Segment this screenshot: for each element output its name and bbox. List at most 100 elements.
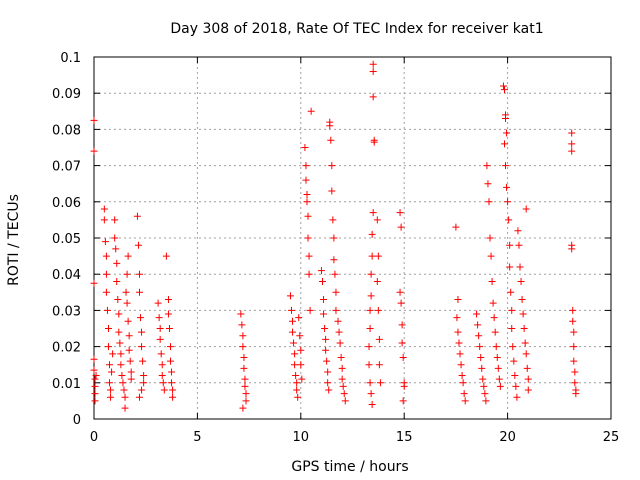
data-point-marker	[499, 82, 507, 90]
data-point-marker	[168, 368, 176, 376]
data-point-marker	[109, 350, 117, 358]
y-tick-label: 0.05	[52, 232, 81, 247]
data-point-marker	[305, 252, 313, 260]
data-point-marker	[306, 306, 314, 314]
data-point-marker	[107, 386, 115, 394]
data-point-marker	[375, 335, 383, 343]
data-point-marker	[458, 372, 466, 380]
data-point-marker	[369, 60, 377, 68]
data-point-marker	[317, 267, 325, 275]
x-tick-label: 5	[193, 430, 201, 445]
data-point-marker	[461, 397, 469, 405]
x-tick-label: 10	[293, 430, 310, 445]
data-point-marker	[322, 335, 330, 343]
data-point-marker	[241, 375, 249, 383]
data-point-marker	[569, 317, 577, 325]
data-point-marker	[511, 372, 519, 380]
data-point-marker	[127, 375, 135, 383]
data-point-marker	[396, 288, 404, 296]
data-point-marker	[367, 390, 375, 398]
data-point-marker	[324, 368, 332, 376]
data-point-marker	[322, 346, 330, 354]
data-point-marker	[331, 270, 339, 278]
data-point-marker	[241, 382, 249, 390]
data-point-marker	[91, 390, 99, 398]
data-point-marker	[517, 277, 525, 285]
data-point-marker	[118, 372, 126, 380]
data-point-marker	[237, 310, 245, 318]
data-point-marker	[124, 252, 132, 260]
data-point-marker	[294, 393, 302, 401]
data-point-marker	[338, 375, 346, 383]
data-point-marker	[320, 296, 328, 304]
data-point-marker	[140, 372, 148, 380]
data-point-marker	[113, 259, 121, 267]
data-point-marker	[366, 379, 374, 387]
data-point-marker	[519, 310, 527, 318]
data-point-marker	[295, 314, 303, 322]
data-point-marker	[524, 386, 532, 394]
data-point-marker	[112, 245, 120, 253]
data-point-marker	[242, 397, 250, 405]
data-point-marker	[569, 306, 577, 314]
data-point-marker	[503, 183, 511, 191]
data-point-marker	[242, 390, 250, 398]
data-point-marker	[366, 325, 374, 332]
data-point-marker	[340, 390, 348, 398]
data-point-marker	[123, 270, 131, 278]
data-point-marker	[297, 361, 305, 369]
data-point-marker	[91, 382, 99, 390]
data-point-marker	[568, 245, 576, 253]
data-point-marker	[366, 306, 374, 314]
data-point-marker	[474, 321, 482, 329]
data-point-marker	[106, 361, 114, 369]
y-tick-label: 0.02	[52, 341, 81, 356]
data-point-marker	[326, 122, 334, 130]
data-point-marker	[119, 379, 127, 387]
data-point-marker	[102, 288, 110, 296]
data-point-marker	[570, 328, 578, 336]
data-point-marker	[293, 386, 301, 394]
data-point-marker	[287, 306, 295, 314]
data-point-marker	[504, 198, 512, 206]
data-point-marker	[397, 223, 405, 231]
data-point-marker	[514, 227, 522, 235]
data-point-marker	[305, 270, 313, 278]
data-point-marker	[508, 306, 516, 314]
data-point-marker	[115, 310, 123, 318]
data-point-marker	[502, 162, 510, 170]
data-point-marker	[481, 390, 489, 398]
data-point-marker	[515, 241, 523, 249]
data-point-marker	[502, 115, 510, 123]
data-point-marker	[169, 393, 177, 401]
y-tick-label: 0.03	[52, 304, 81, 319]
data-point-marker	[506, 263, 514, 271]
data-point-marker	[90, 116, 98, 124]
data-point-marker	[167, 357, 175, 365]
data-point-marker	[400, 382, 408, 390]
data-point-marker	[475, 332, 483, 340]
data-point-marker	[291, 350, 299, 358]
x-axis-label: GPS time / hours	[291, 459, 408, 475]
data-point-marker	[324, 379, 332, 387]
data-point-marker	[239, 404, 247, 412]
data-point-marker	[135, 393, 143, 401]
data-point-marker	[154, 299, 162, 307]
data-point-marker	[494, 364, 502, 372]
data-point-marker	[304, 212, 312, 220]
data-point-marker	[289, 317, 297, 325]
data-point-marker	[156, 325, 164, 332]
data-point-marker	[524, 375, 532, 383]
data-point-marker	[398, 339, 406, 347]
chart-title: Day 308 of 2018, Rate Of TEC Index for r…	[170, 21, 543, 37]
data-point-marker	[115, 328, 123, 336]
data-point-marker	[325, 386, 333, 394]
y-tick-label: 0.1	[60, 51, 81, 66]
data-point-marker	[335, 328, 343, 336]
data-point-marker	[155, 314, 163, 322]
grid-lines	[94, 57, 611, 419]
data-point-marker	[126, 357, 134, 365]
data-point-marker	[140, 379, 148, 387]
data-point-marker	[570, 357, 578, 365]
data-point-marker	[290, 339, 298, 347]
